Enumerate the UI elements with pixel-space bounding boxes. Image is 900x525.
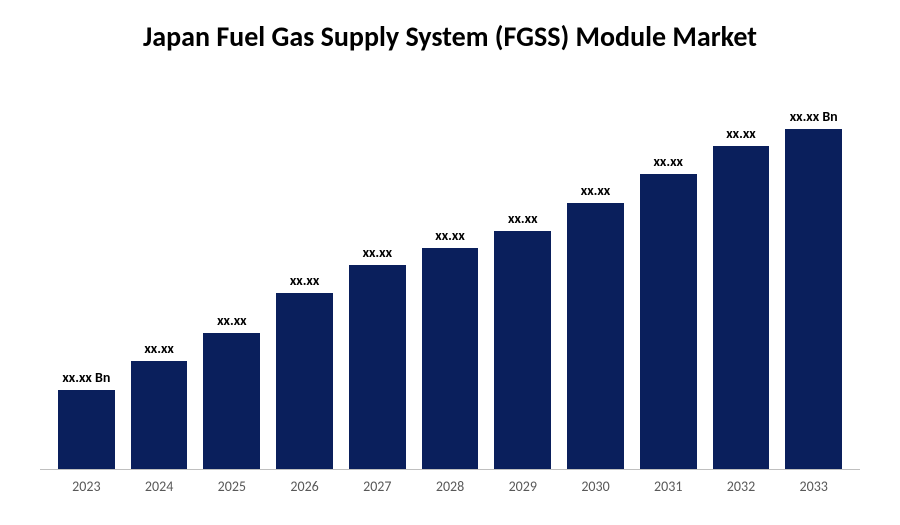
x-axis-label: 2027 [341, 478, 414, 495]
x-axis-label: 2028 [414, 478, 487, 495]
x-axis-label: 2029 [486, 478, 559, 495]
bar-group: xx.xx [559, 84, 632, 469]
bar-group: xx.xx [414, 84, 487, 469]
bar-value-label: xx.xx [726, 125, 755, 142]
bar-group: xx.xx [268, 84, 341, 469]
chart-title: Japan Fuel Gas Supply System (FGSS) Modu… [40, 20, 860, 54]
x-axis-label: 2025 [195, 478, 268, 495]
x-axis-label: 2033 [777, 478, 850, 495]
x-axis-label: 2026 [268, 478, 341, 495]
chart-container: Japan Fuel Gas Supply System (FGSS) Modu… [0, 0, 900, 525]
bar [640, 174, 697, 469]
bar-value-label: xx.xx [654, 153, 683, 170]
x-axis-label: 2032 [705, 478, 778, 495]
bar-group: xx.xx [486, 84, 559, 469]
bar-value-label: xx.xx Bn [790, 108, 838, 125]
bar-group: xx.xx [195, 84, 268, 469]
bar-value-label: xx.xx Bn [62, 369, 110, 386]
bar [276, 293, 333, 469]
bar [203, 333, 260, 469]
bar-value-label: xx.xx [290, 272, 319, 289]
bar-group: xx.xx Bn [50, 84, 123, 469]
bar-group: xx.xx [632, 84, 705, 469]
bar-group: xx.xx [705, 84, 778, 469]
bar-group: xx.xx [341, 84, 414, 469]
x-axis-label: 2030 [559, 478, 632, 495]
bar [567, 203, 624, 469]
bar [422, 248, 479, 469]
bar [349, 265, 406, 469]
x-axis-label: 2024 [123, 478, 196, 495]
bar-value-label: xx.xx [144, 340, 173, 357]
x-axis: 2023202420252026202720282029203020312032… [40, 470, 860, 495]
bar-value-label: xx.xx [435, 227, 464, 244]
bar [131, 361, 188, 469]
plot-area: xx.xx Bn xx.xx xx.xx xx.xx xx.xx xx.xx xx.xx xx… [40, 84, 860, 470]
bar [494, 231, 551, 469]
bar-value-label: xx.xx [581, 182, 610, 199]
bar [58, 390, 115, 469]
bar-value-label: xx.xx [363, 244, 392, 261]
bar [713, 146, 770, 469]
bar-group: xx.xx [123, 84, 196, 469]
bar [785, 129, 842, 469]
x-axis-label: 2031 [632, 478, 705, 495]
x-axis-label: 2023 [50, 478, 123, 495]
bar-value-label: xx.xx [508, 210, 537, 227]
bar-value-label: xx.xx [217, 312, 246, 329]
bar-group: xx.xx Bn [777, 84, 850, 469]
